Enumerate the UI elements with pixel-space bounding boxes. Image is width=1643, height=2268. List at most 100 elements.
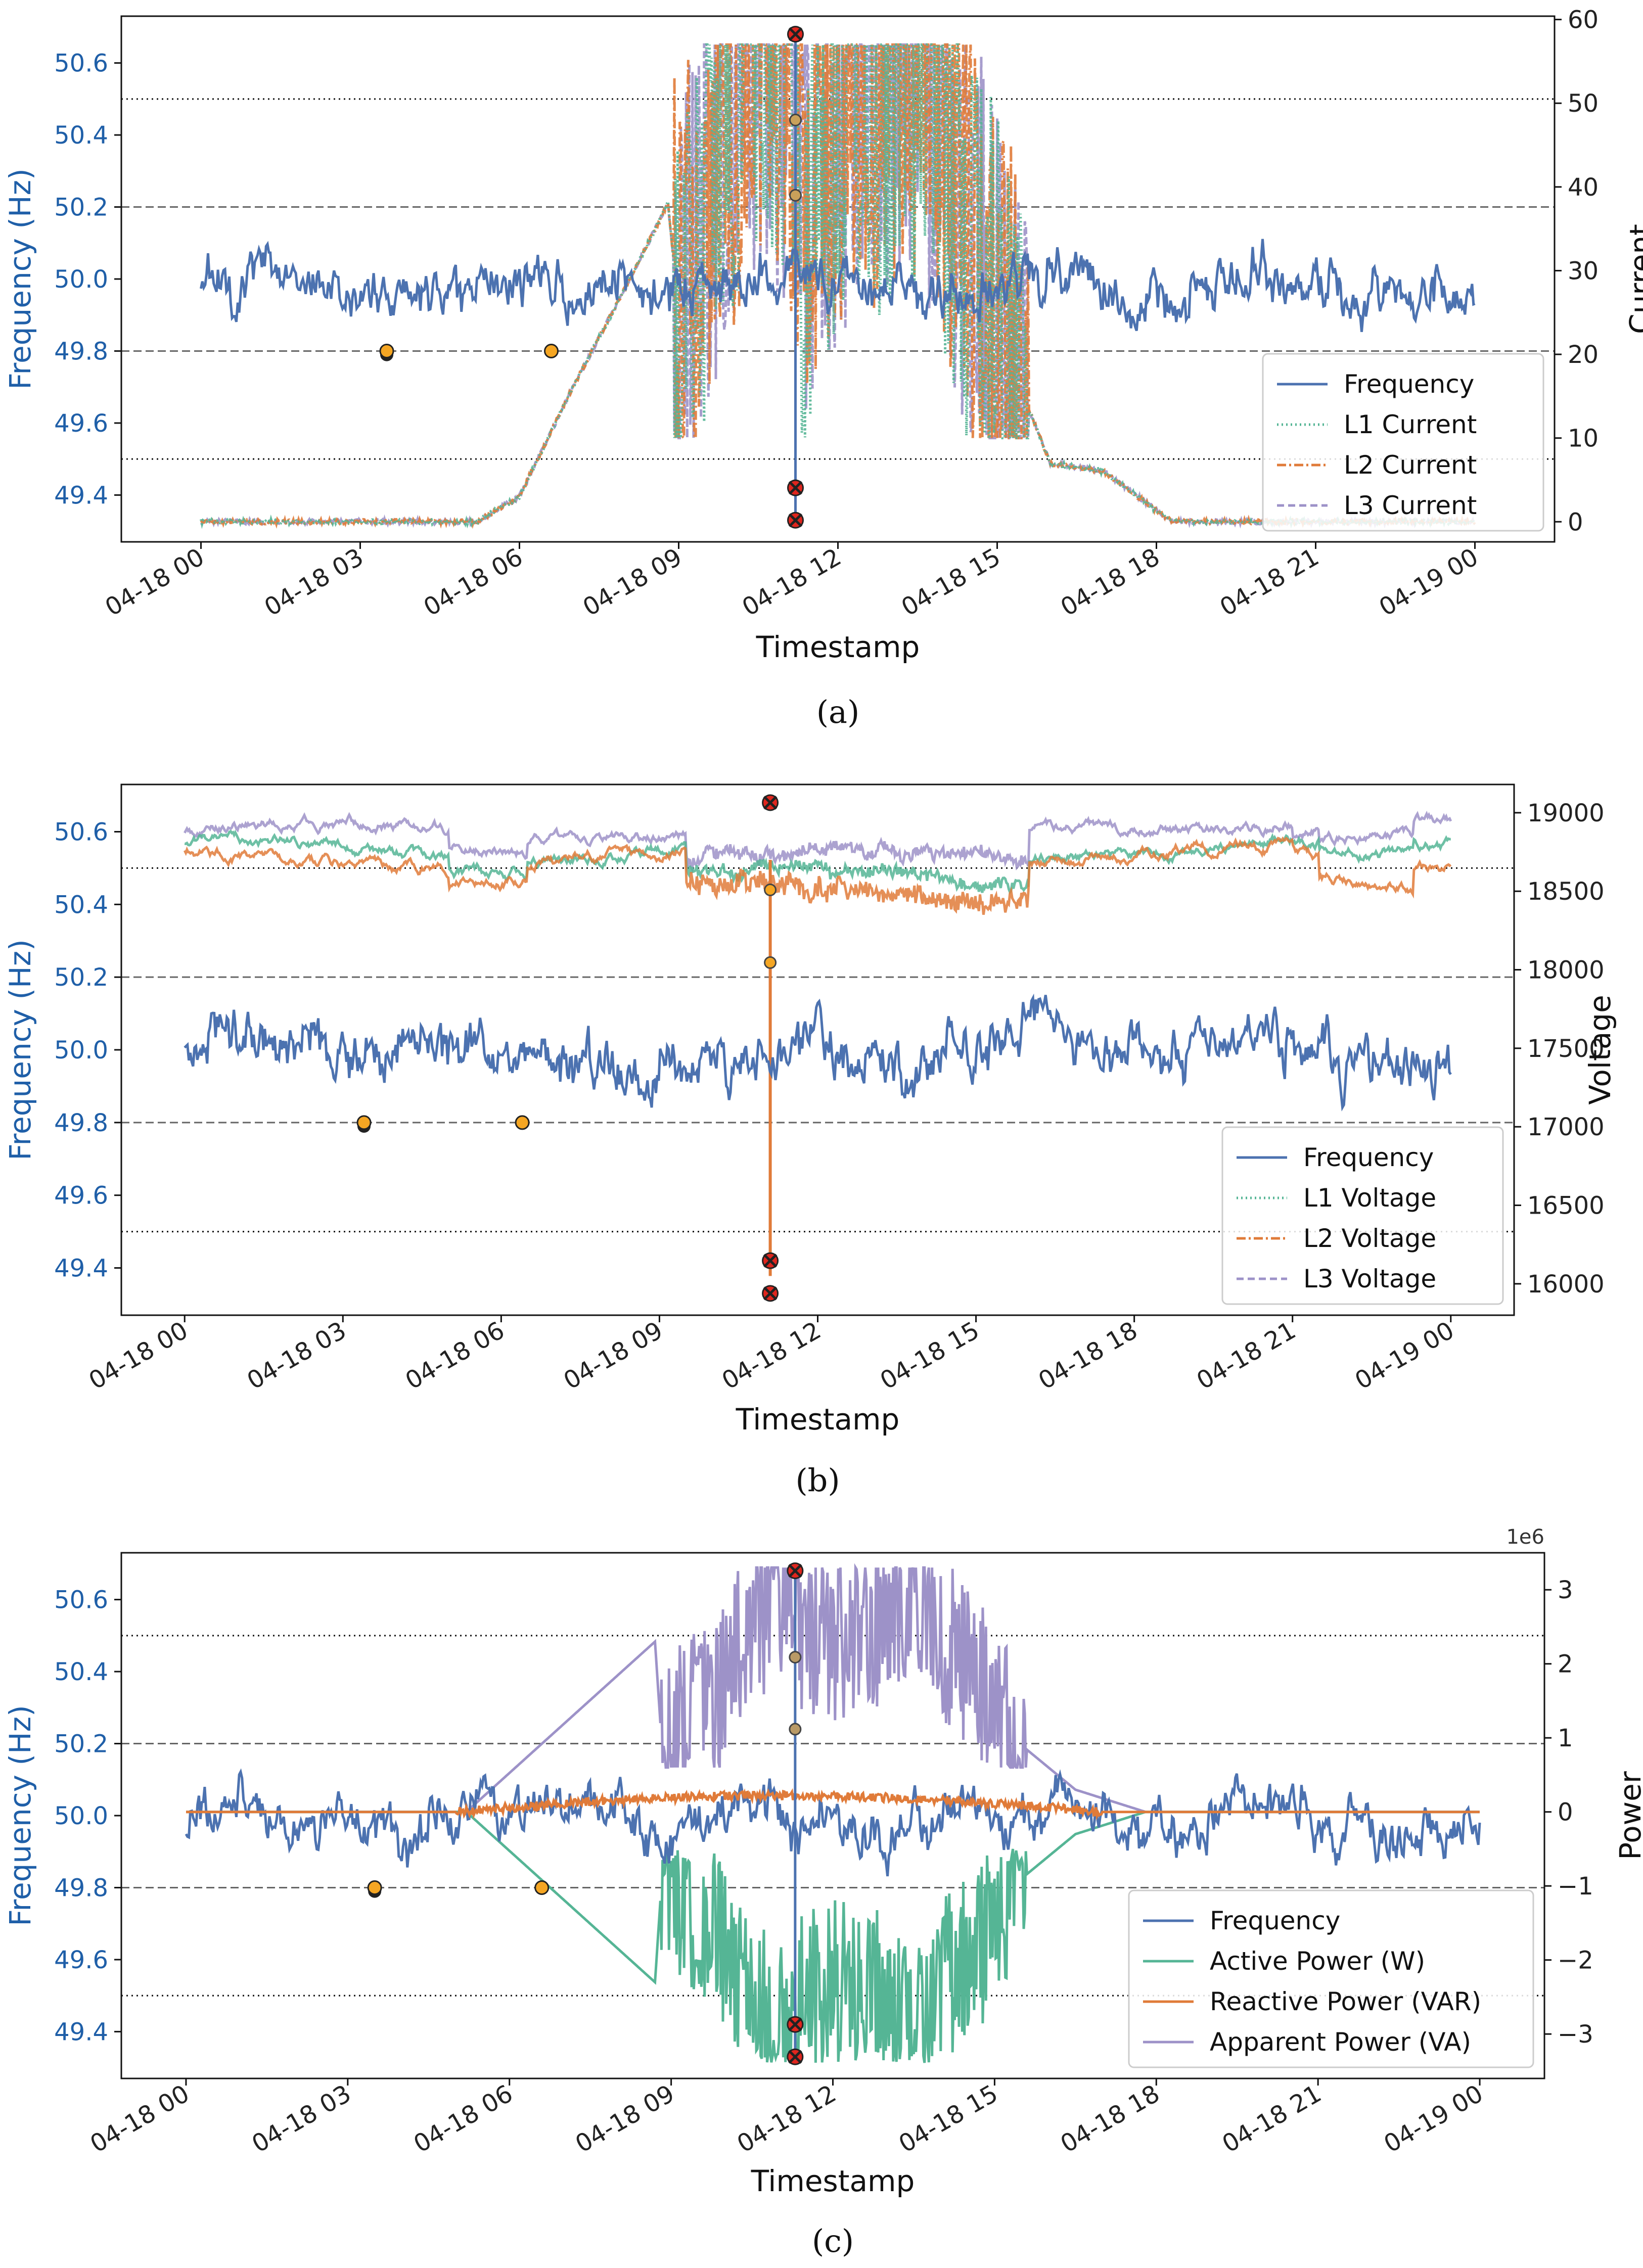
y-right-tick-label: −1 xyxy=(1558,1872,1593,1901)
y-right-tick-label: 60 xyxy=(1568,6,1599,34)
x-tick-label: 04-18 09 xyxy=(559,1316,668,1395)
y-right-tick-label: −2 xyxy=(1558,1947,1593,1975)
y-left-tick-label: 50.0 xyxy=(54,265,108,294)
y-left-tick-label: 50.2 xyxy=(54,963,108,992)
low-frequency-marker xyxy=(367,1880,382,1895)
y-right-axis-label: Current xyxy=(1623,224,1643,334)
event-circle-marker xyxy=(764,884,777,897)
event-x-marker xyxy=(787,2048,804,2065)
y-left-axis-label: Frequency (Hz) xyxy=(3,939,37,1160)
legend-label: Active Power (W) xyxy=(1210,1947,1425,1976)
x-tick-label: 04-18 18 xyxy=(1034,1316,1143,1395)
y-right-tick-label: 2 xyxy=(1558,1650,1573,1679)
series-l2-voltage xyxy=(183,836,1452,915)
event-circle-marker xyxy=(789,189,802,202)
y-left-tick-label: 49.4 xyxy=(54,2018,108,2046)
x-tick-label: 04-18 09 xyxy=(578,543,687,622)
event-x-marker xyxy=(787,26,804,43)
y-left-tick-label: 50.2 xyxy=(54,1730,108,1758)
y-right-tick-label: 19000 xyxy=(1527,799,1605,827)
y-right-tick-label: 1 xyxy=(1558,1724,1573,1752)
x-tick-label: 04-18 00 xyxy=(84,1316,193,1395)
panel-caption: (b) xyxy=(795,1462,840,1499)
y-right-axis-label: Power xyxy=(1613,1771,1643,1860)
low-frequency-marker xyxy=(356,1115,372,1130)
event-x-marker-cross xyxy=(788,1563,802,1578)
plot-area xyxy=(183,810,1452,1276)
legend-label: Frequency xyxy=(1303,1143,1434,1172)
x-tick-label: 04-18 03 xyxy=(260,543,369,622)
chart-panel-b: 49.4 49.6 49.8 50.0 50.2 50.4 50.6 16000 16500 17… xyxy=(3,783,1617,1499)
event-x-marker xyxy=(787,2016,804,2033)
y-right-tick-label: 3 xyxy=(1558,1576,1573,1604)
y-right-tick-label: 10 xyxy=(1568,425,1599,453)
series-l3-voltage xyxy=(184,810,1452,873)
event-x-marker-cross xyxy=(763,1254,778,1268)
x-axis-label: Timestamp xyxy=(756,630,920,664)
legend-box xyxy=(1128,1889,1534,2068)
legend-box xyxy=(1221,1126,1504,1305)
y-left-tick-label: 50.0 xyxy=(54,1802,108,1830)
plot-area xyxy=(185,1563,1481,2063)
x-tick-label: 04-18 12 xyxy=(738,543,846,622)
y-left-tick-label: 50.6 xyxy=(54,50,108,78)
x-tick-label: 04-18 06 xyxy=(409,2079,518,2158)
legend-label: L2 Voltage xyxy=(1303,1224,1436,1253)
legend: Frequency Active Power (W) Reactive Power … xyxy=(1128,1889,1534,2068)
x-tick-label: 04-18 21 xyxy=(1192,1316,1301,1395)
x-tick-label: 04-18 18 xyxy=(1056,543,1165,622)
low-frequency-marker xyxy=(544,343,559,358)
y-left-tick-label: 50.6 xyxy=(54,818,108,846)
y-right-axis-label: Voltage xyxy=(1583,995,1617,1105)
legend: Frequency L1 Current L2 Current L3 Current xyxy=(1262,353,1544,532)
x-axis-label: Timestamp xyxy=(736,1402,900,1437)
y-right-tick-label: 16500 xyxy=(1527,1192,1605,1220)
y-right-tick-label: 0 xyxy=(1568,508,1583,536)
y-left-axis-label: Frequency (Hz) xyxy=(3,168,37,389)
low-frequency-marker xyxy=(515,1115,530,1130)
panel-caption: (c) xyxy=(812,2223,854,2259)
legend-label: L3 Voltage xyxy=(1303,1264,1436,1293)
legend-label: L3 Current xyxy=(1344,491,1477,520)
y-left-tick-label: 49.6 xyxy=(54,409,108,438)
legend-label: L1 Current xyxy=(1344,410,1477,439)
x-tick-label: 04-18 00 xyxy=(85,2079,194,2158)
event-x-marker-cross xyxy=(763,1286,778,1301)
legend-label: Frequency xyxy=(1344,369,1474,399)
y-right-tick-label: 16000 xyxy=(1527,1270,1605,1299)
legend-label: L2 Current xyxy=(1344,450,1477,480)
y-right-tick-label: 30 xyxy=(1568,257,1599,285)
y-left-tick-label: 50.4 xyxy=(54,121,108,150)
legend-label: L1 Voltage xyxy=(1303,1183,1436,1213)
x-tick-label: 04-18 21 xyxy=(1215,543,1324,622)
x-tick-label: 04-19 00 xyxy=(1375,543,1483,622)
low-frequency-marker xyxy=(379,343,394,358)
event-circle-marker xyxy=(789,1651,802,1664)
event-x-marker-cross xyxy=(788,2050,802,2064)
y-left-tick-label: 49.8 xyxy=(54,337,108,365)
y-left-tick-label: 49.4 xyxy=(54,1255,108,1283)
x-tick-label: 04-18 06 xyxy=(419,543,528,622)
y-left-tick-label: 49.4 xyxy=(54,481,108,510)
series-frequency xyxy=(185,1768,1481,1877)
event-x-marker xyxy=(787,479,804,496)
x-tick-label: 04-18 12 xyxy=(717,1316,826,1395)
y-left-axis-label: Frequency (Hz) xyxy=(3,1705,37,1926)
chart-panel-a: 49.4 49.6 49.8 50.0 50.2 50.4 50.6 0 10 20 30 40 50 6… xyxy=(3,6,1643,730)
y-right-scale-label: 1e6 xyxy=(1506,1525,1544,1549)
y-left-tick-label: 50.0 xyxy=(54,1036,108,1064)
y-left-tick-label: 50.6 xyxy=(54,1586,108,1614)
event-x-marker-cross xyxy=(763,796,778,810)
event-x-marker xyxy=(762,1252,779,1269)
legend-label: Frequency xyxy=(1210,1906,1340,1935)
x-tick-label: 04-18 00 xyxy=(101,543,209,622)
x-tick-label: 04-18 18 xyxy=(1056,2079,1164,2158)
event-x-marker-cross xyxy=(788,2017,802,2031)
chart-panel-c: 49.4 49.6 49.8 50.0 50.2 50.4 50.6 −3 −2 −1 0 1 2 3 1e… xyxy=(3,1525,1643,2259)
y-left-tick-label: 49.6 xyxy=(54,1182,108,1210)
y-right-tick-label: 40 xyxy=(1568,173,1599,202)
y-left-tick-label: 50.4 xyxy=(54,1658,108,1686)
series-l1-current xyxy=(200,43,1476,529)
series-frequency xyxy=(200,239,1476,332)
